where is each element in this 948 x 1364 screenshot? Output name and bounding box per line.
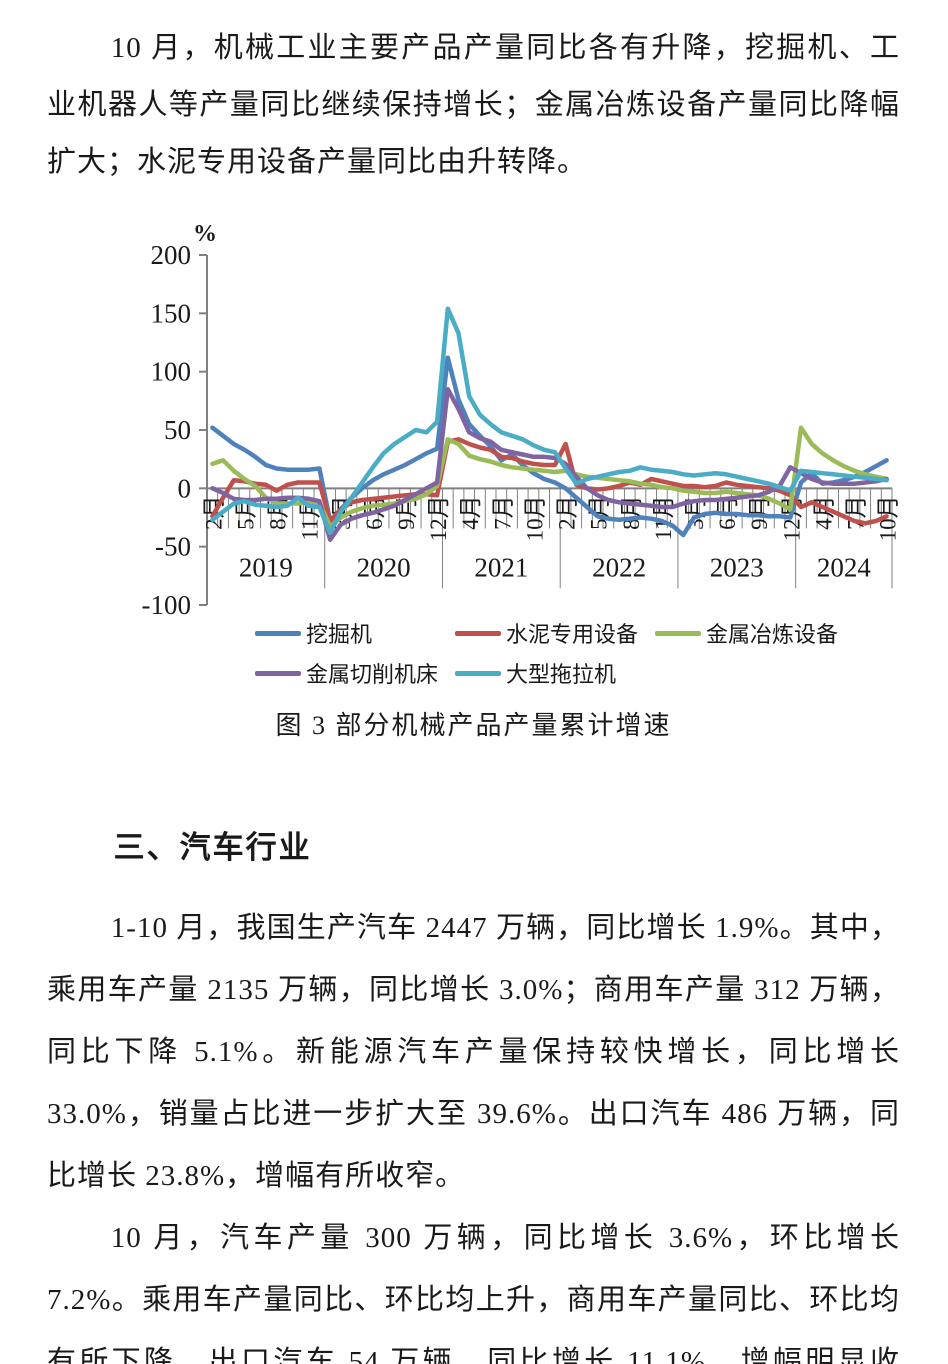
legend-label: 金属切削机床 — [306, 662, 439, 687]
legend-item: 水泥专用设备 — [455, 617, 655, 649]
x-axis-month-label: 9月 — [747, 495, 772, 530]
y-axis-tick-label: 150 — [151, 298, 192, 328]
chart-legend: 挖掘机 水泥专用设备 金属冶炼设备金属切削机床 大型拖拉机 — [255, 617, 900, 689]
paragraph-auto-cumulative: 1-10 月，我国生产汽车 2447 万辆，同比增长 1.9%。其中，乘用车产量… — [47, 912, 900, 1192]
paragraph-auto-october: 10 月，汽车产量 300 万辆，同比增长 3.6%，环比增长 7.2%。乘用车… — [47, 1222, 900, 1364]
x-axis-month-label: 2月 — [555, 495, 580, 530]
legend-swatch — [455, 630, 501, 636]
figure-caption: 图 3 部分机械产品产量累计增速 — [275, 711, 672, 740]
x-axis-year-label: 2023 — [710, 552, 764, 582]
series-line-大型拖拉机 — [210, 306, 889, 535]
legend-item: 挖掘机 — [255, 617, 455, 649]
legend-swatch — [455, 670, 501, 676]
legend-swatch — [255, 630, 301, 636]
x-axis-year-label: 2021 — [474, 552, 528, 582]
x-axis-year-label: 2019 — [239, 552, 293, 582]
legend-label: 水泥专用设备 — [506, 622, 639, 647]
x-axis-month-label: 10月 — [522, 495, 547, 541]
legend-item: 金属切削机床 — [255, 657, 455, 689]
figure-3: 200 150 100 50 0 -50 -100% 2月 5月 8月 11月 3月 6月 9月 12月 4月… — [47, 215, 901, 742]
legend-label: 金属冶炼设备 — [706, 622, 839, 647]
x-axis-month-label: 7月 — [490, 495, 515, 530]
y-axis-tick-label: 200 — [151, 240, 192, 270]
legend-swatch — [255, 670, 301, 676]
x-axis-month-label: 12月 — [426, 495, 451, 541]
x-axis-year-label: 2020 — [357, 552, 411, 582]
section-heading-auto-industry: 三、汽车行业 — [113, 830, 312, 865]
y-axis-tick-label: 50 — [164, 415, 191, 445]
y-axis-tick-label: 0 — [178, 473, 192, 503]
paragraph-machinery-products: 10 月，机械工业主要产品产量同比各有升降，挖掘机、工业机器人等产量同比继续保持… — [47, 32, 900, 178]
legend-item: 大型拖拉机 — [455, 657, 655, 689]
x-axis-month-label: 4月 — [458, 495, 483, 530]
legend-item: 金属冶炼设备 — [655, 617, 855, 649]
legend-swatch — [655, 630, 701, 636]
x-axis-year-label: 2024 — [817, 552, 872, 582]
legend-label: 大型拖拉机 — [506, 662, 617, 687]
y-axis-tick-label: 100 — [151, 357, 192, 387]
legend-label: 挖掘机 — [306, 622, 373, 647]
x-axis-year-label: 2022 — [592, 552, 646, 582]
y-axis-tick-label: -50 — [155, 532, 191, 562]
y-axis-tick-label: -100 — [142, 590, 192, 615]
y-axis-unit-label: % — [193, 221, 217, 247]
